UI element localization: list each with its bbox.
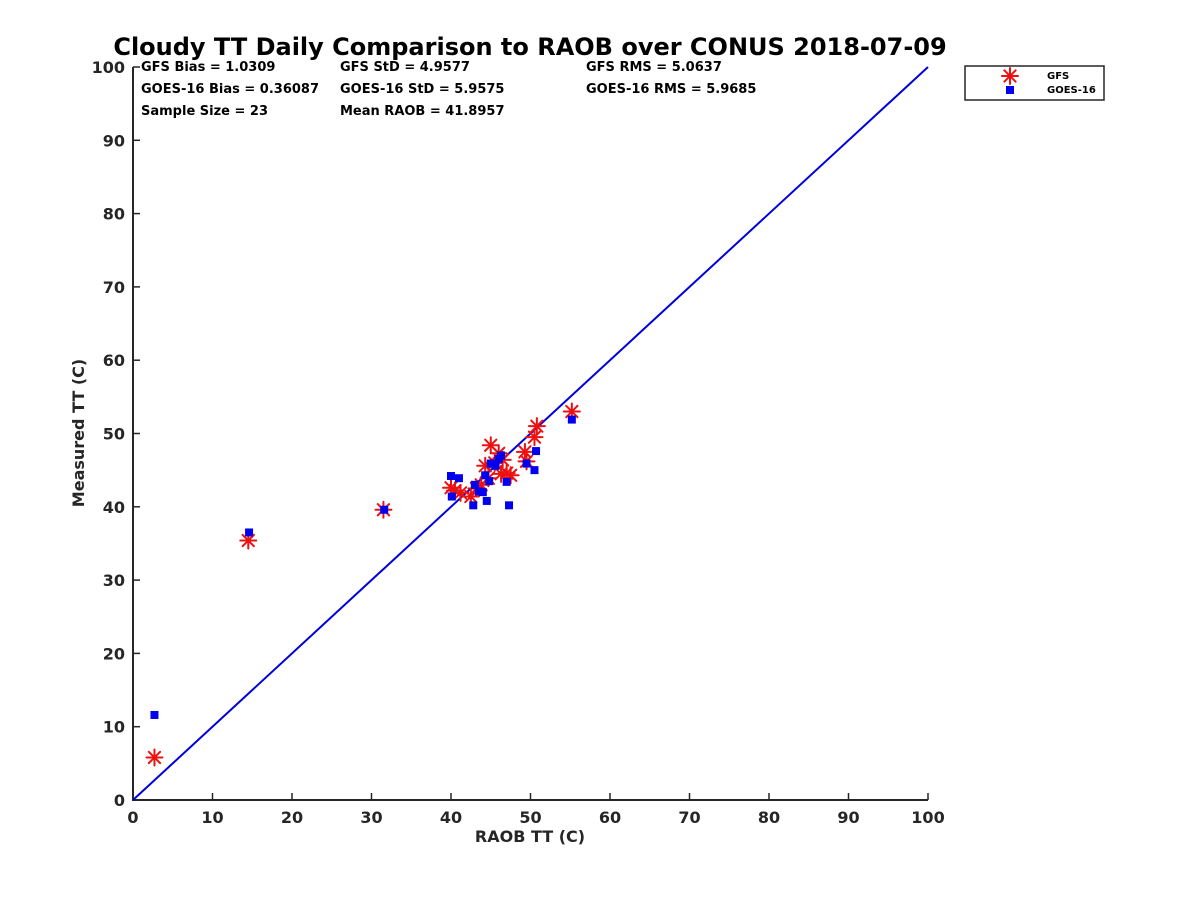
y-tick-label: 60 bbox=[103, 351, 125, 370]
goes-16-point bbox=[491, 461, 500, 470]
stat-goes16-rms: GOES-16 RMS = 5.9685 bbox=[586, 82, 756, 97]
goes-16-point bbox=[485, 477, 494, 486]
goes-16-point bbox=[481, 471, 490, 480]
y-tick-label: 10 bbox=[103, 718, 125, 737]
x-axis-label: RAOB TT (C) bbox=[475, 827, 585, 846]
legend-goes-16-label: GOES-16 bbox=[1047, 85, 1096, 96]
stat-gfs-bias: GFS Bias = 1.0309 bbox=[141, 60, 275, 75]
gfs-point bbox=[525, 428, 544, 447]
gfs-point bbox=[239, 531, 258, 550]
goes-16-point bbox=[505, 501, 514, 510]
goes-16-point bbox=[380, 505, 389, 514]
y-tick-label: 80 bbox=[103, 205, 125, 224]
goes-16-point bbox=[567, 415, 576, 424]
goes-16-point bbox=[150, 710, 159, 719]
x-tick-label: 90 bbox=[837, 808, 859, 827]
x-tick-label: 0 bbox=[127, 808, 138, 827]
y-tick-label: 40 bbox=[103, 498, 125, 517]
x-tick-label: 70 bbox=[678, 808, 700, 827]
goes-16-point bbox=[469, 501, 478, 510]
goes-16-point bbox=[478, 488, 487, 497]
x-tick-label: 40 bbox=[440, 808, 462, 827]
chart-title: Cloudy TT Daily Comparison to RAOB over … bbox=[113, 33, 946, 61]
stat-sample-size: Sample Size = 23 bbox=[141, 104, 268, 119]
x-tick-label: 10 bbox=[201, 808, 223, 827]
stat-goes16-bias: GOES-16 Bias = 0.36087 bbox=[141, 82, 319, 97]
y-tick-label: 70 bbox=[103, 278, 125, 297]
series-goes-16 bbox=[150, 415, 576, 719]
goes-16-point bbox=[245, 528, 254, 537]
goes-16-point bbox=[486, 459, 495, 468]
legend-goes-16-marker bbox=[1006, 86, 1014, 94]
goes-16-point bbox=[522, 459, 531, 468]
stat-goes16-std: GOES-16 StD = 5.9575 bbox=[340, 82, 504, 97]
goes-16-point bbox=[497, 451, 506, 460]
legend-goes-16-square-icon bbox=[1006, 86, 1014, 94]
gfs-point bbox=[527, 417, 546, 436]
stat-mean-raob: Mean RAOB = 41.8957 bbox=[340, 104, 505, 119]
legend-box bbox=[964, 65, 1105, 101]
x-tick-label: 30 bbox=[360, 808, 382, 827]
goes-16-point bbox=[454, 474, 463, 483]
goes-16-point bbox=[502, 477, 511, 486]
x-tick-label: 50 bbox=[519, 808, 541, 827]
x-axis-ticks: 0 10 20 30 40 50 60 70 80 90 100 bbox=[127, 793, 945, 827]
y-tick-label: 0 bbox=[114, 791, 125, 810]
y-tick-label: 50 bbox=[103, 425, 125, 444]
x-tick-label: 80 bbox=[758, 808, 780, 827]
goes-16-point bbox=[447, 492, 456, 501]
y-tick-label: 30 bbox=[103, 571, 125, 590]
y-tick-label: 90 bbox=[103, 131, 125, 150]
x-tick-label: 60 bbox=[599, 808, 621, 827]
y-axis-ticks: 0 10 20 30 40 50 60 70 80 90 100 bbox=[92, 58, 140, 810]
goes-16-point bbox=[532, 447, 541, 456]
statistics-block: GFS Bias = 1.0309 GFS StD = 4.9577 GFS R… bbox=[141, 60, 756, 119]
goes-16-point bbox=[482, 496, 491, 505]
legend-gfs-asterisk-icon bbox=[1001, 67, 1019, 85]
x-tick-label: 100 bbox=[911, 808, 944, 827]
y-tick-label: 100 bbox=[92, 58, 125, 77]
x-tick-label: 20 bbox=[281, 808, 303, 827]
goes-16-point bbox=[447, 472, 455, 481]
y-tick-label: 20 bbox=[103, 644, 125, 663]
legend-gfs-label: GFS bbox=[1047, 71, 1069, 82]
gfs-point bbox=[145, 748, 164, 767]
stat-gfs-rms: GFS RMS = 5.0637 bbox=[586, 60, 722, 75]
legend-gfs-marker bbox=[1001, 67, 1019, 85]
legend: GFS GOES-16 bbox=[964, 65, 1105, 101]
goes-16-point bbox=[470, 480, 479, 489]
y-axis-label: Measured TT (C) bbox=[69, 359, 88, 507]
stat-gfs-std: GFS StD = 4.9577 bbox=[340, 60, 470, 75]
goes-16-point bbox=[530, 466, 539, 475]
